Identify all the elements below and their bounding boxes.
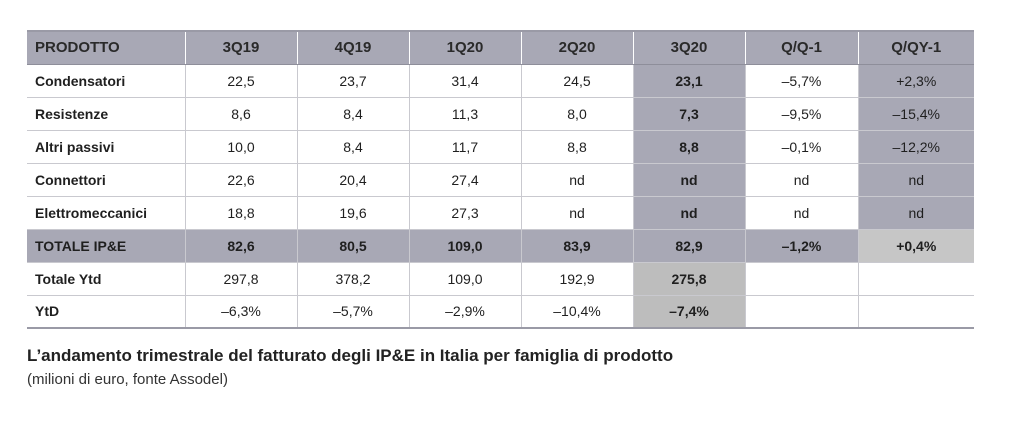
table-cell-highlight: nd xyxy=(633,196,746,230)
table-cell: –6,3% xyxy=(185,295,298,329)
table-cell: 297,8 xyxy=(185,262,298,296)
table-cell-highlight: nd xyxy=(858,196,974,230)
table-cell: –5,7% xyxy=(745,64,859,98)
table-cell: 8,8 xyxy=(521,130,634,164)
row-label: Elettromeccanici xyxy=(27,196,186,230)
table-row: Elettromeccanici 18,8 19,6 27,3 nd nd nd… xyxy=(27,196,974,230)
table-cell: 23,7 xyxy=(297,64,410,98)
table-cell-highlight: 275,8 xyxy=(633,262,746,296)
table-cell: 109,0 xyxy=(409,262,522,296)
row-label: TOTALE IP&E xyxy=(27,229,186,263)
table-cell: 11,3 xyxy=(409,97,522,131)
header-1q20: 1Q20 xyxy=(409,30,522,65)
row-label: YtD xyxy=(27,295,186,329)
data-table-container: PRODOTTO 3Q19 4Q19 1Q20 2Q20 3Q20 Q/Q-1 … xyxy=(27,30,974,329)
table-cell-highlight: –7,4% xyxy=(633,295,746,329)
header-2q20: 2Q20 xyxy=(521,30,634,65)
header-4q19: 4Q19 xyxy=(297,30,410,65)
table-cell: 27,3 xyxy=(409,196,522,230)
table-cell xyxy=(745,262,859,296)
table-cell-highlight: 8,8 xyxy=(633,130,746,164)
table-cell-highlight: nd xyxy=(633,163,746,197)
table-cell xyxy=(745,295,859,329)
table-cell: 8,6 xyxy=(185,97,298,131)
caption-subtitle: (milioni di euro, fonte Assodel) xyxy=(27,371,228,388)
table-cell: nd xyxy=(521,196,634,230)
table-cell: 192,9 xyxy=(521,262,634,296)
table-cell-highlight: –12,2% xyxy=(858,130,974,164)
table-cell: –9,5% xyxy=(745,97,859,131)
table-cell: 22,5 xyxy=(185,64,298,98)
table-row: Connettori 22,6 20,4 27,4 nd nd nd nd xyxy=(27,163,974,197)
table-cell-highlight: 23,1 xyxy=(633,64,746,98)
table-cell xyxy=(858,262,974,296)
header-prodotto: PRODOTTO xyxy=(27,30,186,65)
table-row: YtD –6,3% –5,7% –2,9% –10,4% –7,4% xyxy=(27,295,974,329)
table-cell: –0,1% xyxy=(745,130,859,164)
table-cell: nd xyxy=(521,163,634,197)
total-row: TOTALE IP&E 82,6 80,5 109,0 83,9 82,9 –1… xyxy=(27,229,974,263)
table-cell: nd xyxy=(745,163,859,197)
table-cell: 82,9 xyxy=(633,229,746,263)
table-row: Totale Ytd 297,8 378,2 109,0 192,9 275,8 xyxy=(27,262,974,296)
table-cell: 80,5 xyxy=(297,229,410,263)
table-cell: 19,6 xyxy=(297,196,410,230)
row-label: Connettori xyxy=(27,163,186,197)
table-cell: –1,2% xyxy=(745,229,859,263)
table-cell: 8,4 xyxy=(297,97,410,131)
header-qq1: Q/Q-1 xyxy=(745,30,859,65)
table-cell: –10,4% xyxy=(521,295,634,329)
table-cell-highlight: 7,3 xyxy=(633,97,746,131)
table-cell-highlight: nd xyxy=(858,163,974,197)
table-cell: 109,0 xyxy=(409,229,522,263)
fatturato-table: PRODOTTO 3Q19 4Q19 1Q20 2Q20 3Q20 Q/Q-1 … xyxy=(27,30,974,329)
table-cell: 11,7 xyxy=(409,130,522,164)
header-3q20: 3Q20 xyxy=(633,30,746,65)
table-cell: –5,7% xyxy=(297,295,410,329)
table-cell-highlight: +2,3% xyxy=(858,64,974,98)
header-3q19: 3Q19 xyxy=(185,30,298,65)
table-header-row: PRODOTTO 3Q19 4Q19 1Q20 2Q20 3Q20 Q/Q-1 … xyxy=(27,30,974,65)
table-cell: 10,0 xyxy=(185,130,298,164)
table-cell: 27,4 xyxy=(409,163,522,197)
table-cell: 378,2 xyxy=(297,262,410,296)
table-cell: nd xyxy=(745,196,859,230)
table-row: Condensatori 22,5 23,7 31,4 24,5 23,1 –5… xyxy=(27,64,974,98)
table-row: Altri passivi 10,0 8,4 11,7 8,8 8,8 –0,1… xyxy=(27,130,974,164)
table-cell-highlight: –15,4% xyxy=(858,97,974,131)
header-qqy1: Q/QY-1 xyxy=(858,30,974,65)
row-label: Altri passivi xyxy=(27,130,186,164)
table-cell: 82,6 xyxy=(185,229,298,263)
table-cell: 18,8 xyxy=(185,196,298,230)
table-cell: 22,6 xyxy=(185,163,298,197)
table-cell: 8,4 xyxy=(297,130,410,164)
table-cell: 20,4 xyxy=(297,163,410,197)
table-cell xyxy=(858,295,974,329)
table-cell: 24,5 xyxy=(521,64,634,98)
table-cell: 83,9 xyxy=(521,229,634,263)
table-cell: 31,4 xyxy=(409,64,522,98)
table-cell: –2,9% xyxy=(409,295,522,329)
row-label: Resistenze xyxy=(27,97,186,131)
table-cell: 8,0 xyxy=(521,97,634,131)
caption-title: L’andamento trimestrale del fatturato de… xyxy=(27,346,674,365)
row-label: Totale Ytd xyxy=(27,262,186,296)
table-row: Resistenze 8,6 8,4 11,3 8,0 7,3 –9,5% –1… xyxy=(27,97,974,131)
row-label: Condensatori xyxy=(27,64,186,98)
table-cell: +0,4% xyxy=(858,229,974,263)
